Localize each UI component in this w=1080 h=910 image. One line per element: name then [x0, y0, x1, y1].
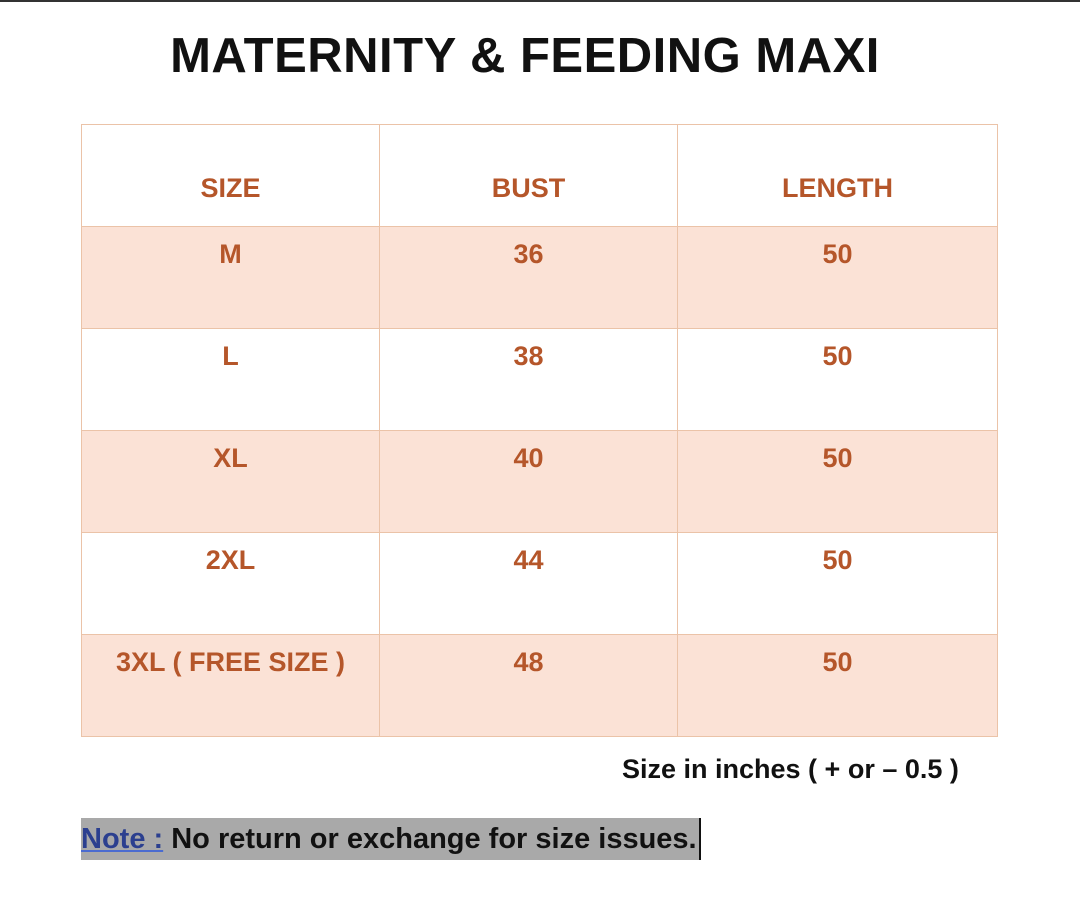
cell-size: M	[81, 226, 380, 329]
table-row: XL 40 50	[81, 430, 998, 533]
table-row: M 36 50	[81, 226, 998, 329]
cell-bust: 48	[379, 634, 678, 737]
header-bust: BUST	[379, 124, 678, 227]
return-note: Note : No return or exchange for size is…	[81, 818, 701, 860]
top-border	[0, 0, 1080, 2]
table-row: 3XL ( FREE SIZE ) 48 50	[81, 634, 998, 737]
cell-size: L	[81, 328, 380, 431]
table-row: L 38 50	[81, 328, 998, 431]
cell-bust: 36	[379, 226, 678, 329]
note-label: Note :	[81, 823, 164, 855]
cell-length: 50	[677, 634, 998, 737]
cell-bust: 38	[379, 328, 678, 431]
cell-size: 3XL ( FREE SIZE )	[81, 634, 380, 737]
cell-length: 50	[677, 328, 998, 431]
cell-length: 50	[677, 430, 998, 533]
note-text: No return or exchange for size issues.	[163, 823, 697, 855]
cell-size: XL	[81, 430, 380, 533]
cell-length: 50	[677, 532, 998, 635]
cell-size: 2XL	[81, 532, 380, 635]
header-size: SIZE	[81, 124, 380, 227]
size-chart-table: SIZE BUST LENGTH M 36 50 L 38 50 XL 40 50 2XL 4…	[81, 124, 998, 737]
cell-bust: 40	[379, 430, 678, 533]
page-title: MATERNITY & FEEDING MAXI	[170, 29, 880, 83]
table-header-row: SIZE BUST LENGTH	[81, 124, 998, 227]
cell-length: 50	[677, 226, 998, 329]
header-length: LENGTH	[677, 124, 998, 227]
table-row: 2XL 44 50	[81, 532, 998, 635]
unit-note: Size in inches ( + or – 0.5 )	[622, 754, 959, 784]
cell-bust: 44	[379, 532, 678, 635]
